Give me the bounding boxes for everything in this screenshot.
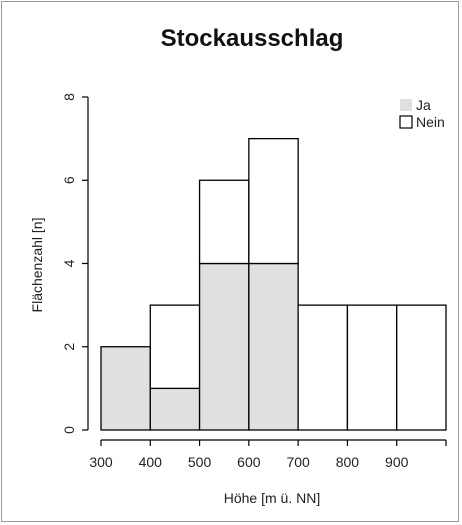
y-tick-label: 4 — [61, 259, 77, 267]
legend-label-ja: Ja — [416, 97, 431, 113]
bar-nein-600 — [248, 137, 299, 265]
bar-nein-500 — [198, 179, 250, 265]
bar-ja-400 — [149, 387, 201, 431]
x-tick-label: 300 — [89, 454, 113, 470]
bar-ja-300 — [100, 346, 151, 431]
y-tick-label: 2 — [61, 343, 77, 351]
y-tick-label: 6 — [61, 176, 77, 184]
legend-swatch-ja — [400, 99, 412, 111]
bars — [100, 137, 447, 431]
legend-label-nein: Nein — [416, 114, 445, 130]
x-tick-label: 800 — [336, 454, 360, 470]
bar-nein-400 — [149, 304, 201, 390]
bar-nein-700 — [297, 304, 349, 431]
chart-title: Stockausschlag — [161, 25, 344, 52]
x-tick-label: 500 — [188, 454, 212, 470]
bar-ja-600 — [248, 262, 299, 431]
x-axis-label: Höhe [m ü. NN] — [224, 490, 320, 506]
y-tick-label: 8 — [61, 93, 77, 101]
bar-nein-900 — [396, 304, 447, 431]
x-axis: 300 400 500 600 700 800 900 — [89, 439, 447, 470]
x-tick-label: 600 — [237, 454, 261, 470]
x-tick-label: 700 — [286, 454, 310, 470]
bar-nein-800 — [346, 304, 398, 431]
bar-ja-500 — [198, 262, 250, 431]
y-tick-label: 0 — [61, 426, 77, 434]
y-axis: 0 2 4 6 8 — [61, 93, 89, 434]
x-tick-label: 900 — [385, 454, 409, 470]
y-axis-label: Flächenzahl [n] — [29, 218, 45, 313]
x-tick-label: 400 — [139, 454, 163, 470]
legend-swatch-nein — [399, 115, 413, 129]
